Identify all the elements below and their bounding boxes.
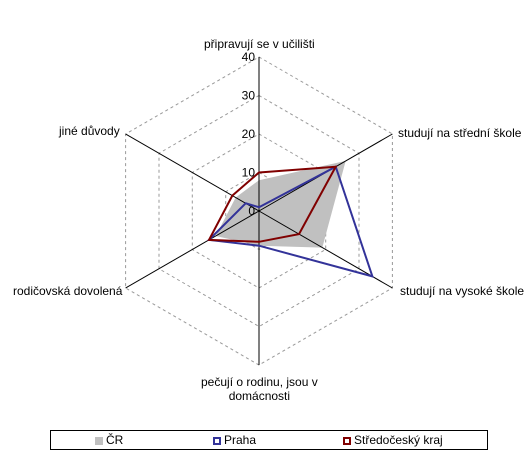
category-label-line: jiné důvody xyxy=(59,124,120,138)
category-label-line: připravují se v učilišti xyxy=(204,37,315,51)
category-label-0: připravují se v učilišti xyxy=(204,37,315,51)
legend: ČR Praha Středočeský kraj xyxy=(50,430,488,450)
axis-line-4 xyxy=(125,210,260,289)
category-label-3: pečují o rodinu, jsou v domácnosti xyxy=(201,375,318,403)
legend-item-cr: ČR xyxy=(95,433,123,447)
category-label-line: domácnosti xyxy=(228,389,291,403)
legend-label-stredocesky: Středočeský kraj xyxy=(354,433,443,447)
legend-label-cr: ČR xyxy=(106,433,124,447)
legend-item-stredocesky: Středočeský kraj xyxy=(343,433,443,447)
category-label-2: studují na vysoké škole xyxy=(400,284,524,298)
category-label-4: rodičovská dovolená xyxy=(13,284,122,298)
category-label-line: studují na vysoké škole xyxy=(400,284,525,298)
r-tick-label-40: 40 xyxy=(242,50,256,64)
category-label-line: pečují o rodinu, jsou v xyxy=(201,375,318,389)
legend-swatch-stredocesky xyxy=(343,437,351,445)
category-label-line: studují na střední škole xyxy=(398,126,522,140)
legend-swatch-cr xyxy=(95,437,103,445)
r-tick-label-10: 10 xyxy=(242,166,256,180)
series-line-2 xyxy=(207,165,338,243)
series-area-0 xyxy=(215,160,346,248)
category-label-5: jiné důvody xyxy=(59,124,120,138)
axis-line-5 xyxy=(125,133,260,212)
category-label-1: studují na střední škole xyxy=(398,126,521,140)
legend-swatch-praha xyxy=(213,437,221,445)
r-tick-label-30: 30 xyxy=(242,89,256,103)
legend-label-praha: Praha xyxy=(224,433,257,447)
category-label-line: rodičovská dovolená xyxy=(13,284,123,298)
legend-item-praha: Praha xyxy=(213,433,256,447)
r-tick-label-20: 20 xyxy=(242,127,256,141)
r-tick-label-0: 0 xyxy=(248,204,255,218)
